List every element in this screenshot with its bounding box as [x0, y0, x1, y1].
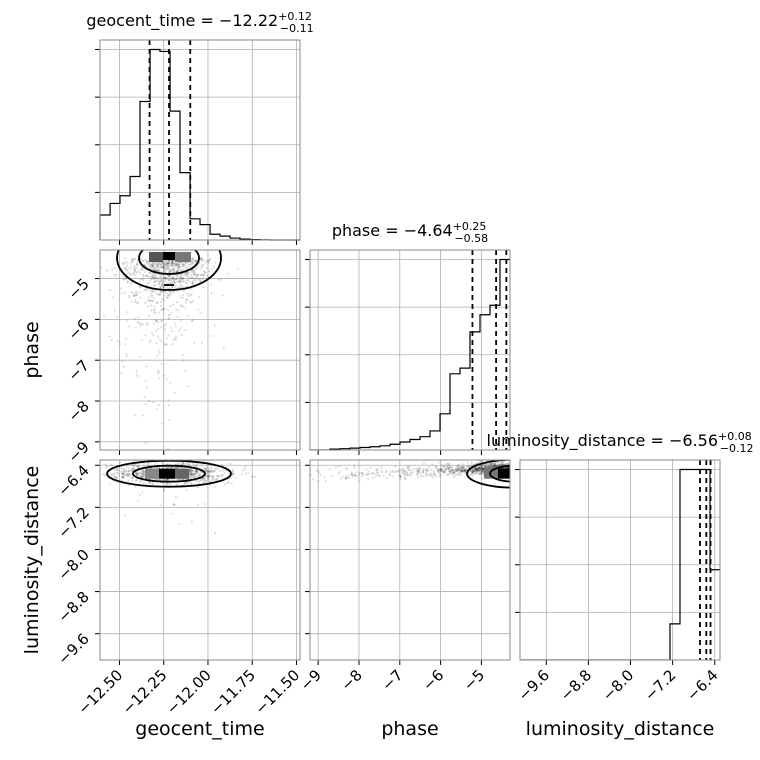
scatter-0-points [100, 250, 239, 450]
xlabel-geocent_time: geocent_time [135, 718, 264, 740]
hist-luminosity_distance-group [520, 468, 720, 660]
xlabel-phase: phase [381, 718, 438, 740]
scatter-2-points [310, 460, 510, 489]
yticklabel-luminosity_distance-3: −7.2 [54, 503, 92, 541]
scatter-2-density-0 [498, 468, 510, 479]
scatter-1-points [102, 460, 257, 535]
yticklabel-phase-3: −6 [64, 315, 92, 343]
hist-phase-group [310, 258, 510, 450]
ylabel-phase: phase [21, 321, 43, 378]
yticklabel-phase-4: −5 [64, 275, 92, 303]
scatter-2-contour-inner [489, 464, 510, 483]
hist-luminosity_distance-outline [520, 468, 720, 660]
ylabel-luminosity_distance: luminosity_distance [21, 466, 43, 655]
hist-phase-outline [310, 258, 510, 450]
xticklabel-geocent_time-3: −11.75 [207, 666, 259, 718]
xticklabel-luminosity_distance-4: −6.4 [683, 666, 721, 704]
xticklabel-phase-3: −6 [419, 666, 447, 694]
xticklabel-geocent_time-4: −11.50 [251, 666, 303, 718]
xticklabel-geocent_time-0: −12.50 [74, 666, 126, 718]
xticklabel-phase-4: −5 [460, 666, 488, 694]
panel-frame-2-1 [309, 459, 511, 661]
yticklabel-luminosity_distance-4: −6.4 [54, 461, 92, 499]
panel-frame-0-0 [99, 39, 301, 241]
xticklabel-geocent_time-1: −12.25 [119, 666, 171, 718]
xticklabel-geocent_time-2: −12.00 [163, 666, 215, 718]
title-luminosity_distance: luminosity_distance = −6.56+0.08 −0.12 [487, 430, 754, 455]
scatter-1-density-0 [159, 468, 176, 479]
title-geocent_time: geocent_time = −12.22+0.12 −0.11 [86, 10, 313, 35]
scatter-0-density-1 [149, 252, 164, 262]
scatter-1-density-1 [175, 468, 190, 479]
scatter-0-density-0 [163, 252, 176, 260]
scatter-2-contour-outer [466, 460, 510, 489]
xticklabel-phase-0: −9 [297, 666, 325, 694]
xticklabel-luminosity_distance-2: −8.0 [599, 666, 637, 704]
panel-frame-1-1 [309, 249, 511, 451]
xticklabel-luminosity_distance-3: −7.2 [641, 666, 679, 704]
yticklabel-luminosity_distance-1: −8.8 [54, 588, 92, 626]
scatter-0-density-2 [175, 252, 192, 262]
xticklabel-luminosity_distance-0: −9.6 [515, 666, 553, 704]
scatter-1-contour-inner [132, 464, 206, 483]
xticklabel-phase-2: −7 [378, 666, 406, 694]
panel-frame-2-0 [99, 459, 301, 661]
xticklabel-luminosity_distance-1: −8.8 [557, 666, 595, 704]
yticklabel-luminosity_distance-0: −9.6 [54, 630, 92, 668]
panel-frame-1-0 [99, 249, 301, 451]
scatter-1-contour-outer [106, 460, 232, 488]
scatter-0-contour-outer [116, 250, 222, 291]
title-phase: phase = −4.64+0.25 −0.58 [332, 220, 488, 245]
yticklabel-luminosity_distance-2: −8.0 [54, 546, 92, 584]
yticklabel-phase-1: −8 [64, 397, 92, 425]
scatter-1-density-2 [145, 468, 160, 479]
panel-frame-2-2 [519, 459, 721, 661]
scatter-0-contour-inner [138, 250, 200, 275]
xticklabel-phase-1: −8 [337, 666, 365, 694]
xlabel-luminosity_distance: luminosity_distance [526, 718, 715, 740]
yticklabel-phase-2: −7 [64, 356, 92, 384]
